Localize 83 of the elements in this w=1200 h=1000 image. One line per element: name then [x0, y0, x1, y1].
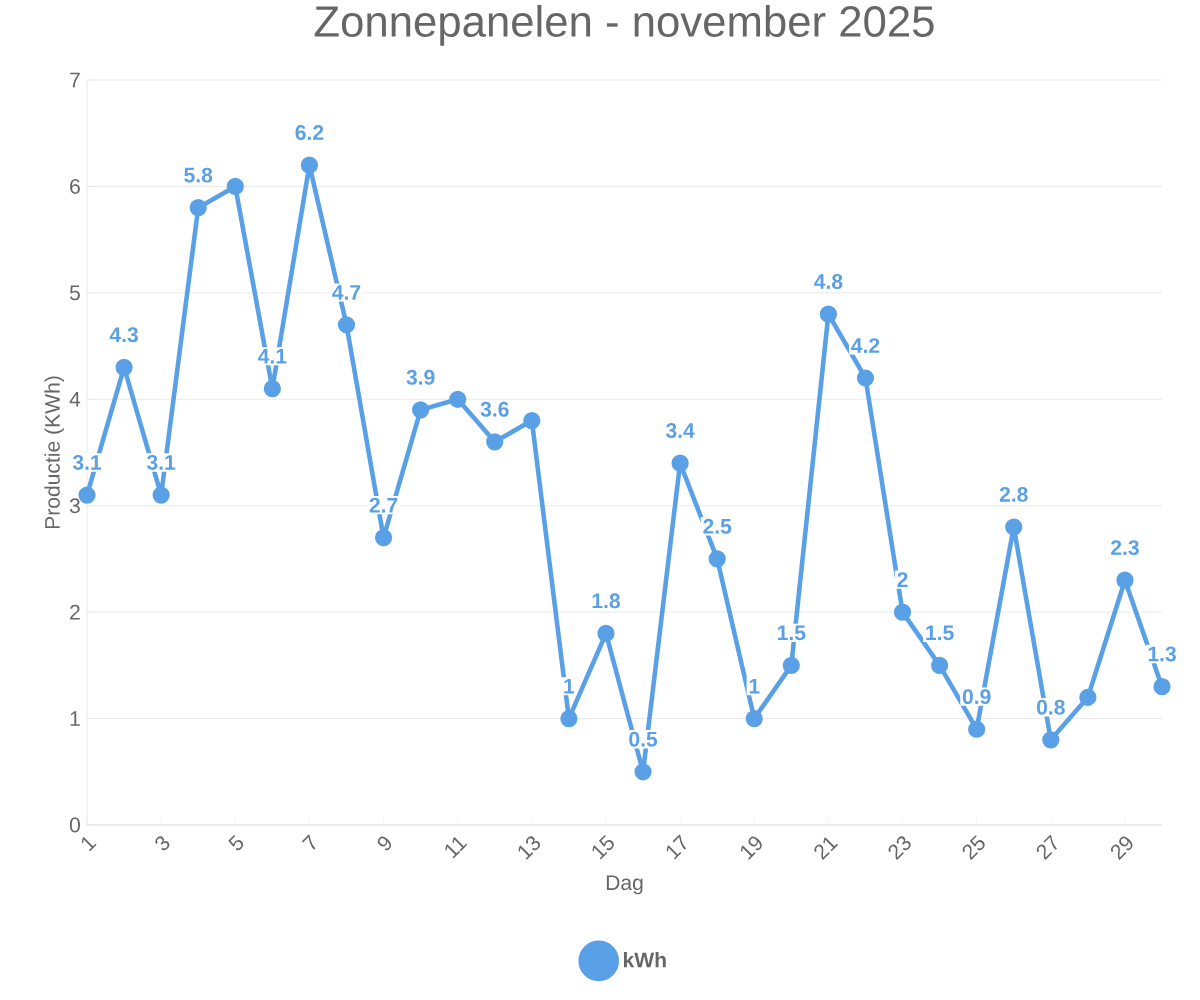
x-tick-label: 17 — [666, 834, 687, 860]
x-tick-label: 21 — [814, 837, 839, 861]
x-tick-label: 29 — [1110, 836, 1133, 861]
data-label: 1 — [749, 678, 760, 694]
point — [930, 656, 949, 674]
y-tick-label: 6 — [70, 178, 80, 194]
point — [1005, 518, 1023, 536]
data-label: 2.3 — [1111, 540, 1139, 556]
data-label: 5.8 — [184, 167, 213, 183]
point — [1042, 731, 1060, 749]
y-tick-label: 2 — [70, 604, 80, 620]
data-label: 6.2 — [295, 125, 324, 140]
data-label: 1 — [564, 678, 575, 694]
x-tick-label: 11 — [445, 837, 468, 859]
data-label: 1.5 — [777, 625, 806, 641]
point — [152, 486, 170, 504]
data-label: 2.5 — [703, 518, 732, 534]
data-label: 0.8 — [1036, 699, 1065, 715]
data-label: 3.6 — [480, 401, 509, 417]
point — [819, 305, 838, 323]
point — [782, 656, 800, 674]
x-tick-label: 7 — [301, 834, 316, 850]
x-tick-label: 27 — [1036, 834, 1057, 861]
point — [597, 624, 615, 643]
point — [856, 369, 875, 387]
y-tick-label: 3 — [69, 498, 80, 514]
point — [412, 401, 430, 419]
point — [337, 316, 356, 334]
chart-title: Zonnepanelen - november 2025 — [314, 4, 934, 46]
point — [968, 720, 986, 738]
x-tick-label: 9 — [377, 836, 392, 851]
point — [1153, 678, 1171, 696]
point — [449, 390, 467, 408]
data-label: 4.2 — [851, 338, 880, 353]
x-tick-label: 19 — [740, 836, 762, 860]
data-label: 0.5 — [629, 731, 658, 747]
point — [634, 763, 652, 781]
legend-label: kWh — [624, 951, 666, 968]
point — [1116, 571, 1134, 589]
point — [78, 486, 96, 504]
data-label: 4.1 — [258, 349, 287, 364]
point — [745, 709, 763, 728]
point — [115, 358, 133, 376]
data-label: 3.1 — [72, 454, 102, 470]
y-tick-label: 7 — [70, 72, 80, 88]
data-label: 2.8 — [999, 486, 1028, 502]
data-label: 1.8 — [592, 593, 620, 609]
y-tick-label: 5 — [69, 285, 80, 301]
y-axis-title: Productie (KWh) — [44, 376, 65, 529]
x-tick-label: 3 — [155, 836, 170, 851]
y-tick-label: 4 — [69, 392, 81, 407]
x-tick-label: 13 — [518, 836, 541, 860]
x-tick-label: 23 — [888, 836, 911, 861]
point — [486, 433, 504, 451]
data-label: 4.7 — [332, 285, 361, 300]
x-tick-label: 1 — [81, 837, 97, 852]
data-label: 4.3 — [109, 327, 138, 343]
point — [374, 529, 393, 547]
data-label: 3.1 — [146, 454, 176, 470]
data-label: 4.8 — [814, 274, 843, 289]
y-tick-label: 1 — [70, 711, 80, 726]
point — [1079, 688, 1097, 706]
x-tick-label: 5 — [228, 835, 244, 851]
data-label: 3.4 — [665, 423, 695, 439]
point — [671, 454, 689, 472]
data-label: 2 — [897, 572, 908, 588]
data-label: 1.5 — [926, 625, 954, 641]
point — [189, 199, 207, 217]
data-label: 1.3 — [1148, 646, 1176, 662]
point — [263, 380, 281, 398]
point — [226, 177, 244, 196]
y-tick-label: 0 — [69, 817, 80, 833]
x-tick-label: 15 — [592, 835, 614, 860]
data-label: 3.9 — [406, 369, 435, 385]
x-axis-title: Dag — [606, 875, 643, 895]
point — [893, 603, 912, 621]
point — [300, 156, 319, 174]
point — [708, 550, 726, 568]
data-label: 2.7 — [369, 497, 398, 513]
x-tick-label: 25 — [962, 835, 985, 861]
point — [523, 411, 541, 430]
point — [560, 709, 578, 728]
data-label: 0.9 — [962, 689, 991, 705]
